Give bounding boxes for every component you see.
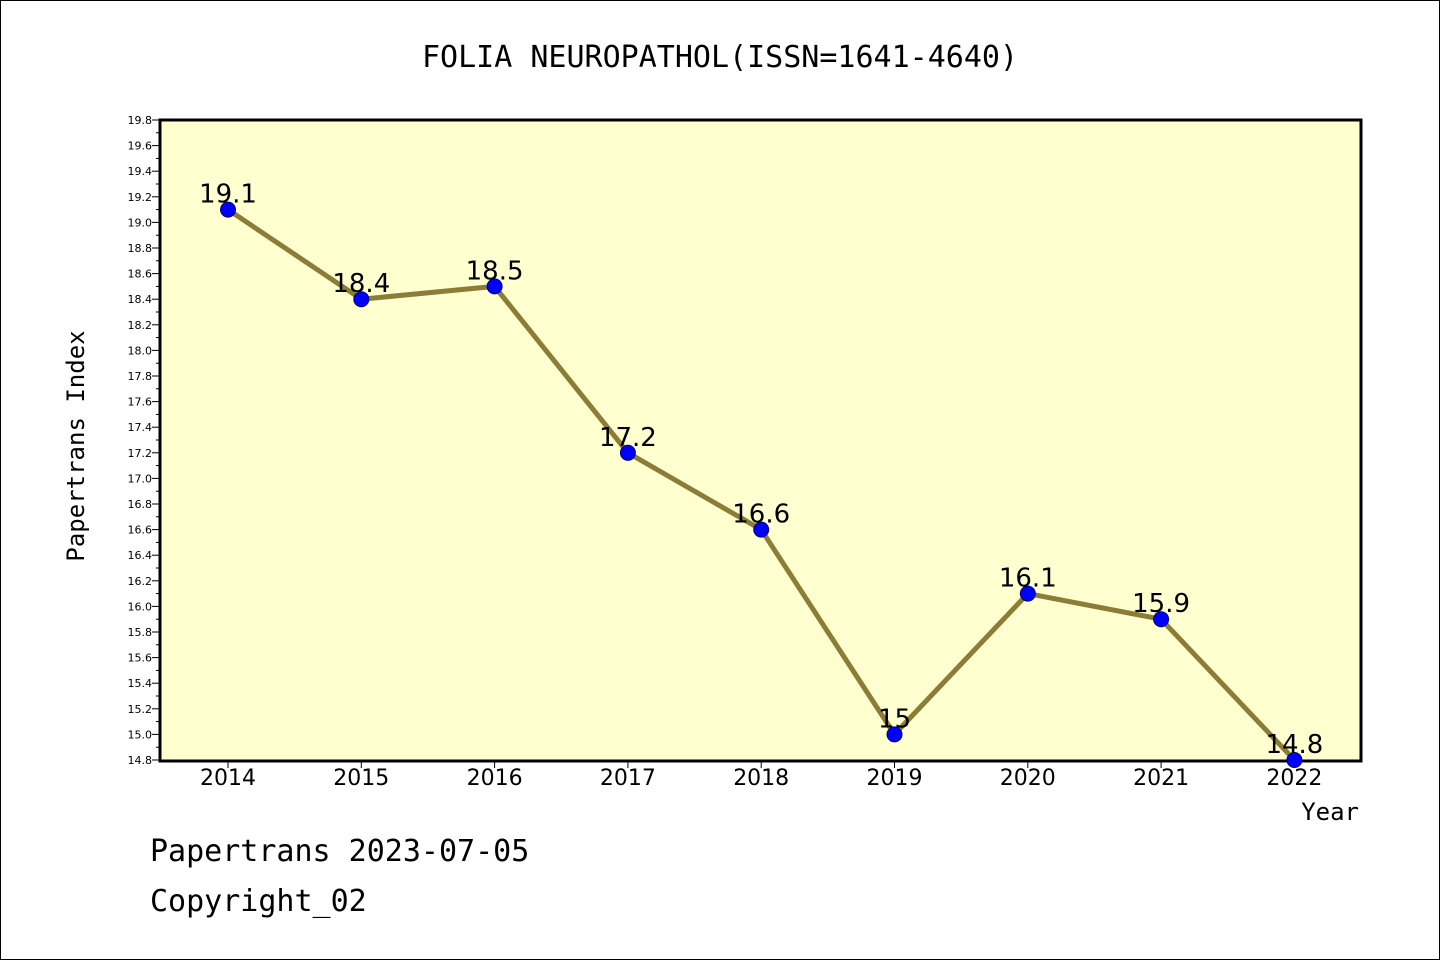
footer-date: Papertrans 2023-07-05 [150,834,530,869]
data-point [486,278,503,295]
y-tick-label: 16.8 [128,498,153,511]
y-tick-label: 15.8 [128,626,153,639]
data-label: 15 [878,704,911,734]
data-label: 16.6 [732,500,790,530]
data-point [753,521,770,538]
plot-area [158,118,1363,763]
data-point [1286,752,1303,768]
x-axis: 2014 2015 2016 2017 2018 2019 2020 2021 2022 [200,760,1322,791]
x-tick-label: 2019 [867,766,923,791]
y-tick-label: 18.0 [128,344,153,357]
y-tick-label: 19.0 [128,216,153,229]
y-tick-label: 17.6 [128,396,153,409]
data-point [220,201,236,218]
data-point [1153,611,1170,628]
y-tick-label: 15.2 [128,703,153,716]
data-label: 17.2 [599,423,657,453]
data-label: 15.9 [1132,589,1190,619]
x-tick-label: 2015 [333,766,389,791]
y-tick-label: 17.8 [128,370,153,383]
y-tick-label: 19.8 [128,114,153,127]
y-tick-label: 19.6 [128,140,153,153]
x-tick-label: 2021 [1133,766,1189,791]
y-tick-label: 18.8 [128,242,153,255]
y-tick-label: 18.4 [128,293,153,306]
x-tick-label: 2022 [1266,766,1322,791]
data-series: 19.1 18.4 18.5 17.2 16.6 15 16.1 15.9 14.8 [199,180,1323,768]
x-tick-label: 2018 [733,766,789,791]
y-axis-title: Papertrans Index [62,330,90,561]
y-tick-label: 19.2 [128,191,153,204]
data-point [619,444,636,461]
y-tick-label: 15.0 [128,728,153,741]
y-tick-label: 16.6 [128,524,153,537]
y-tick-label: 17.4 [128,421,153,434]
y-tick-label: 17.0 [128,472,153,485]
y-axis: 14.8 15.0 15.2 15.4 15.6 15.8 16.0 16.2 16.4 16.6… [128,114,160,767]
y-tick-label: 18.6 [128,268,153,281]
x-tick-label: 2017 [600,766,656,791]
data-point [886,726,903,743]
y-tick-label: 16.2 [128,575,153,588]
x-axis-title: Year [1301,798,1359,826]
data-label: 18.5 [466,256,524,286]
y-tick-label: 16.0 [128,600,153,613]
data-point [353,291,370,308]
data-point [1019,585,1036,602]
x-tick-label: 2020 [1000,766,1056,791]
y-tick-label: 19.4 [128,165,153,178]
y-tick-label: 16.4 [128,549,153,562]
y-tick-label: 18.2 [128,319,153,332]
y-tick-label: 15.6 [128,652,153,665]
x-tick-label: 2014 [200,766,256,791]
footer-copyright: Copyright_02 [150,884,367,919]
data-label: 16.1 [999,564,1057,594]
data-label: 14.8 [1265,730,1323,760]
data-label: 18.4 [332,269,390,299]
y-tick-label: 15.4 [128,677,153,690]
chart-title: FOLIA NEUROPATHOL(ISSN=1641-4640) [422,40,1018,75]
data-label: 19.1 [199,180,257,210]
y-tick-label: 14.8 [128,754,153,767]
y-tick-label: 17.2 [128,447,153,460]
x-tick-label: 2016 [467,766,523,791]
